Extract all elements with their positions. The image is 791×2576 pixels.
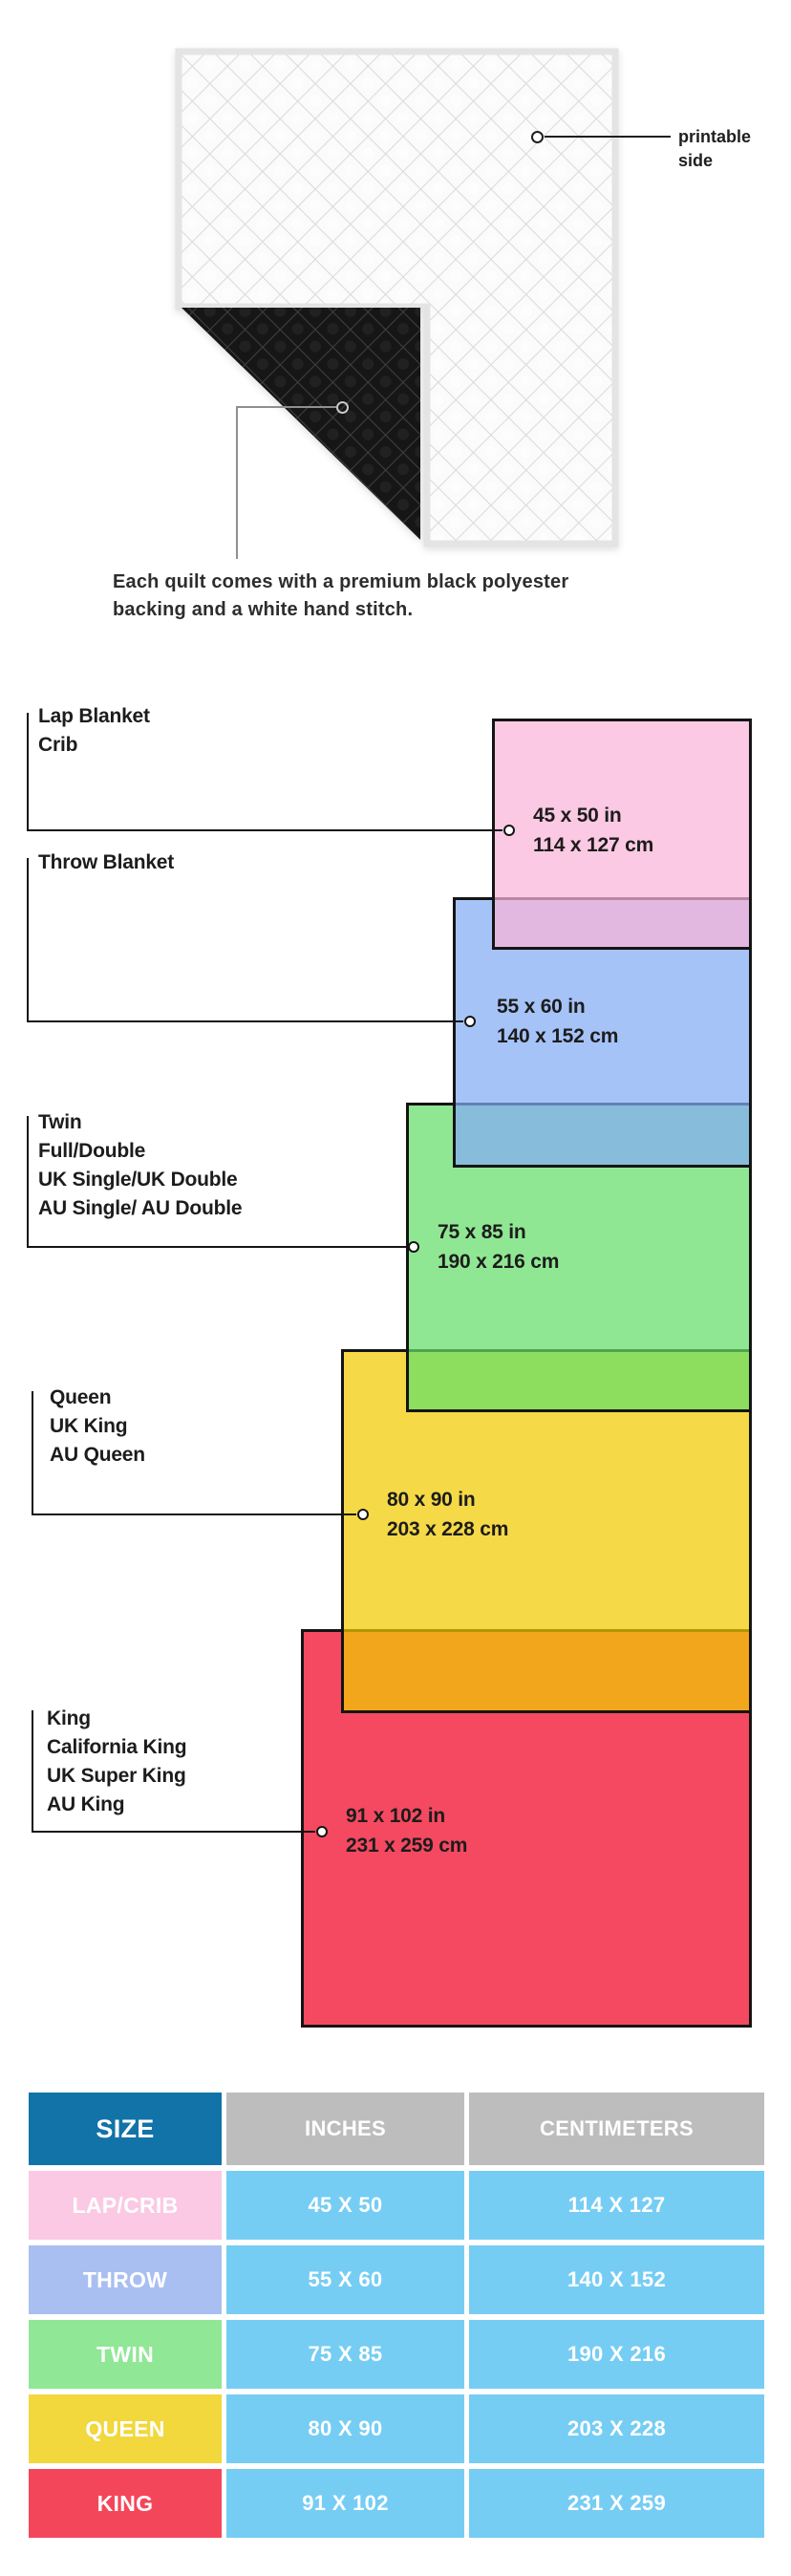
table-row-king-size: KING: [29, 2469, 222, 2538]
table-row-queen-inches: 80 X 90: [226, 2394, 464, 2463]
label-throw: Throw Blanket: [38, 848, 174, 877]
leader-king-vertical: [32, 1710, 33, 1833]
label-queen-line1: Queen: [50, 1386, 112, 1408]
quilt-backing-black-triangle: [182, 308, 420, 540]
table-row-queen-size: QUEEN: [29, 2394, 222, 2463]
label-lap-line1: Lap Blanket: [38, 705, 150, 727]
label-king: King California King UK Super King AU Ki…: [47, 1705, 187, 1819]
dims-queen-cm: 203 x 228 cm: [387, 1518, 509, 1540]
black-backing-marker-circle: [336, 401, 349, 414]
printable-side-label-line1: printable: [678, 127, 752, 146]
label-lap-line2: Crib: [38, 734, 78, 756]
label-throw-line1: Throw Blanket: [38, 851, 175, 873]
table-row-twin-inches: 75 X 85: [226, 2320, 464, 2389]
black-backing-leader-vertical: [236, 406, 238, 559]
dims-lap-cm: 114 x 127 cm: [533, 834, 654, 856]
leader-queen-dot: [357, 1509, 369, 1520]
dims-king-cm: 231 x 259 cm: [346, 1835, 468, 1857]
leader-throw-dot: [464, 1016, 476, 1027]
leader-queen-horizontal: [32, 1513, 356, 1515]
printable-side-label-line2: side: [678, 151, 714, 170]
dims-twin-cm: 190 x 216 cm: [438, 1251, 560, 1273]
table-row-twin-cm: 190 X 216: [469, 2320, 764, 2389]
black-backing-leader-horizontal: [237, 406, 336, 408]
label-queen-line2: UK King: [50, 1415, 128, 1437]
table-header-centimeters: CENTIMETERS: [469, 2093, 764, 2165]
size-table: SIZE INCHES CENTIMETERS LAP/CRIB 45 X 50…: [29, 2093, 764, 2538]
label-twin-line4: AU Single/ AU Double: [38, 1197, 243, 1219]
leader-twin-horizontal: [27, 1246, 407, 1248]
leader-twin-dot: [408, 1241, 419, 1253]
table-row-throw-inches: 55 X 60: [226, 2245, 464, 2314]
label-twin: Twin Full/Double UK Single/UK Double AU …: [38, 1108, 243, 1223]
dims-king-inches: 91 x 102 in: [346, 1805, 446, 1827]
dims-twin: 75 x 85 in 190 x 216 cm: [438, 1217, 559, 1277]
label-king-line4: AU King: [47, 1793, 125, 1815]
leader-lap-dot: [503, 825, 515, 836]
label-king-line3: UK Super King: [47, 1765, 186, 1787]
dims-king: 91 x 102 in 231 x 259 cm: [346, 1801, 467, 1860]
table-row-throw-cm: 140 X 152: [469, 2245, 764, 2314]
leader-king-dot: [316, 1826, 328, 1837]
printable-side-leader-line: [545, 136, 671, 138]
table-row-king-inches: 91 X 102: [226, 2469, 464, 2538]
dims-queen: 80 x 90 in 203 x 228 cm: [387, 1485, 508, 1544]
table-row-throw-size: THROW: [29, 2245, 222, 2314]
leader-king-horizontal: [32, 1831, 315, 1833]
quilt-illustration: [175, 48, 619, 547]
dims-twin-inches: 75 x 85 in: [438, 1221, 526, 1243]
table-row-lap-size: LAP/CRIB: [29, 2171, 222, 2240]
table-row-twin-size: TWIN: [29, 2320, 222, 2389]
leader-twin-vertical: [27, 1116, 29, 1248]
size-rect-lap: [492, 719, 752, 950]
dims-queen-inches: 80 x 90 in: [387, 1489, 476, 1511]
label-twin-line2: Full/Double: [38, 1140, 146, 1162]
quilt-caption: Each quilt comes with a premium black po…: [113, 569, 568, 624]
leader-lap-vertical: [27, 713, 29, 831]
leader-throw-vertical: [27, 858, 29, 1022]
quilt-caption-line1: Each quilt comes with a premium black po…: [113, 571, 569, 592]
quilt-front-white: [175, 48, 619, 547]
leader-throw-horizontal: [27, 1020, 463, 1022]
dims-throw-cm: 140 x 152 cm: [497, 1025, 619, 1047]
label-queen: Queen UK King AU Queen: [50, 1384, 145, 1470]
quilt-caption-line2: backing and a white hand stitch.: [113, 599, 414, 620]
table-row-lap-inches: 45 X 50: [226, 2171, 464, 2240]
label-king-line2: California King: [47, 1736, 187, 1758]
table-header-inches: INCHES: [226, 2093, 464, 2165]
dims-lap-inches: 45 x 50 in: [533, 805, 622, 826]
label-king-line1: King: [47, 1707, 91, 1729]
dims-throw: 55 x 60 in 140 x 152 cm: [497, 992, 618, 1051]
label-queen-line3: AU Queen: [50, 1444, 145, 1466]
dims-throw-inches: 55 x 60 in: [497, 996, 586, 1018]
printable-side-marker-circle: [531, 131, 544, 143]
table-row-lap-cm: 114 X 127: [469, 2171, 764, 2240]
table-header-size: SIZE: [29, 2093, 222, 2165]
table-row-king-cm: 231 X 259: [469, 2469, 764, 2538]
dims-lap: 45 x 50 in 114 x 127 cm: [533, 801, 653, 860]
printable-side-label: printable side: [678, 125, 751, 173]
label-twin-line1: Twin: [38, 1111, 82, 1133]
table-row-queen-cm: 203 X 228: [469, 2394, 764, 2463]
label-lap-crib: Lap Blanket Crib: [38, 702, 150, 760]
leader-lap-horizontal: [27, 829, 502, 831]
leader-queen-vertical: [32, 1391, 33, 1515]
label-twin-line3: UK Single/UK Double: [38, 1169, 238, 1191]
